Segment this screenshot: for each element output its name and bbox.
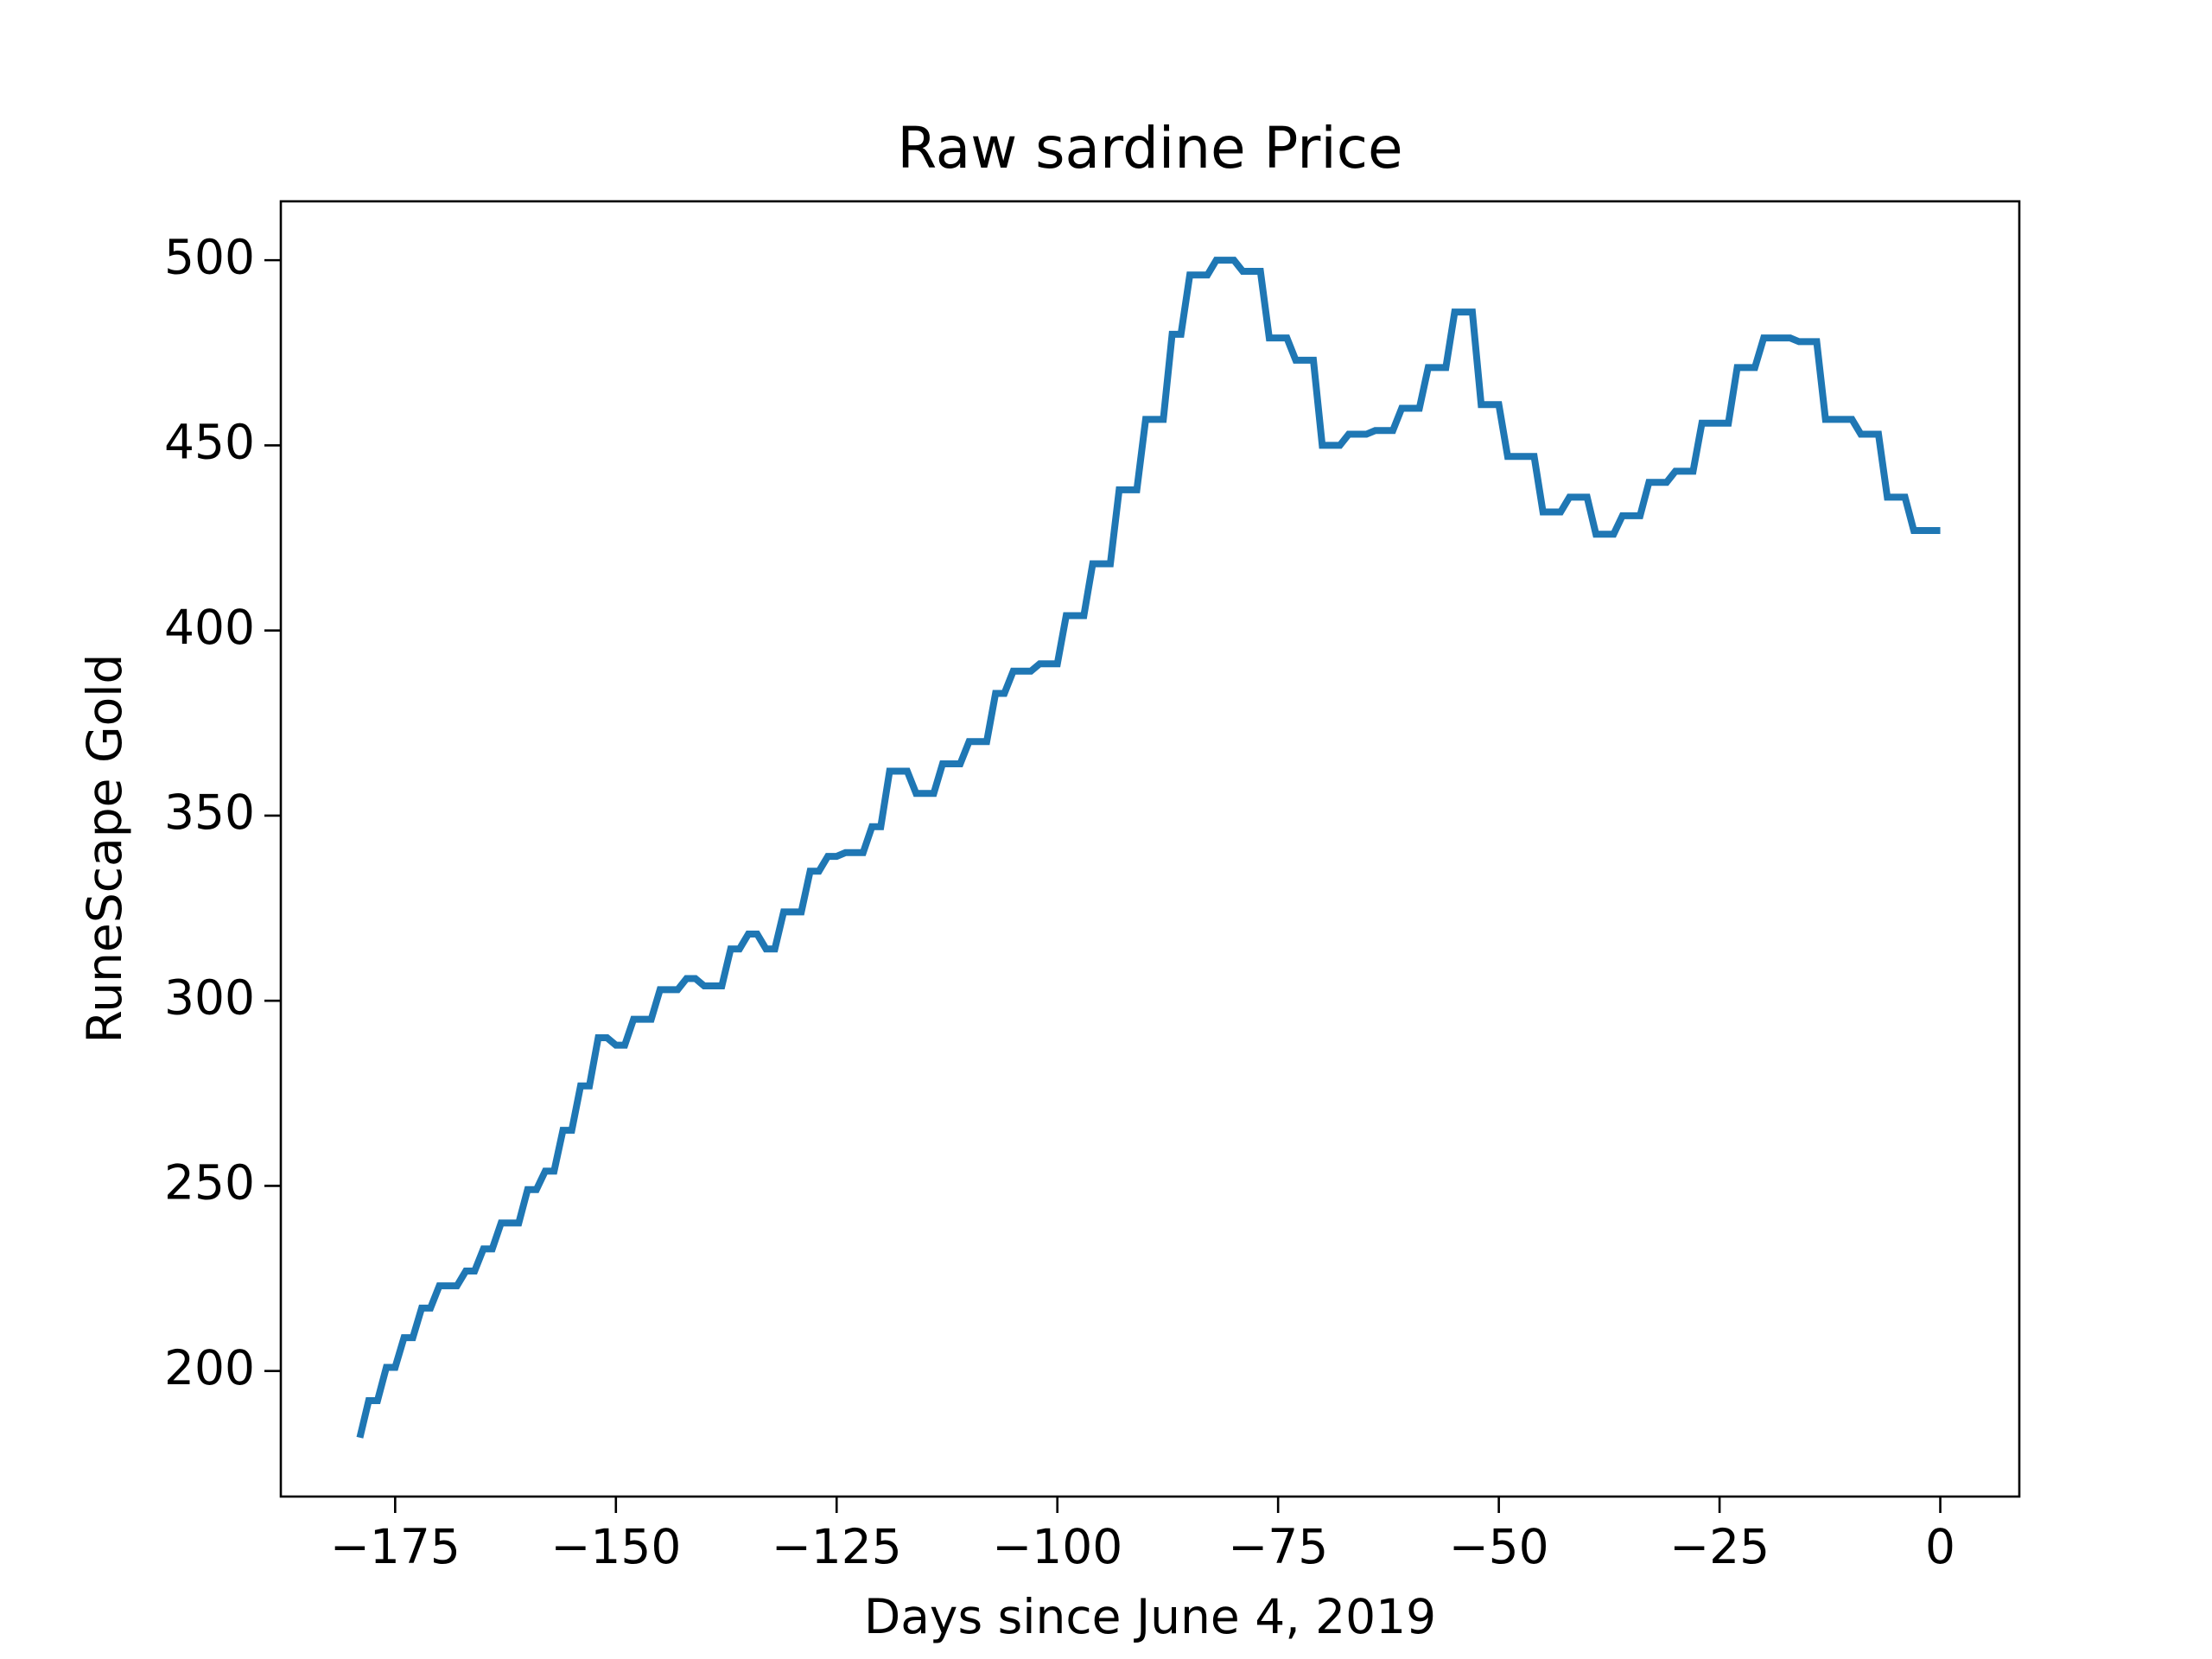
- y-tick-label: 300: [164, 969, 255, 1025]
- x-tick-label: −100: [992, 1519, 1122, 1574]
- plot-frame: [279, 200, 2021, 1498]
- x-tick-label: 0: [1925, 1519, 1955, 1574]
- x-tick-label: −25: [1669, 1519, 1770, 1574]
- x-tick-label: −75: [1228, 1519, 1328, 1574]
- x-tick-label: −175: [330, 1519, 461, 1574]
- x-tick-label: −50: [1449, 1519, 1549, 1574]
- x-tick-label: −125: [772, 1519, 902, 1574]
- y-tick-label: 450: [164, 415, 255, 470]
- x-tick-label: −150: [550, 1519, 681, 1574]
- y-tick-label: 250: [164, 1155, 255, 1211]
- chart-title: Raw sardine Price: [897, 115, 1402, 181]
- y-tick-label: 200: [164, 1340, 255, 1395]
- y-tick-label: 350: [164, 785, 255, 840]
- y-tick-label: 500: [164, 229, 255, 284]
- y-axis-label: RuneScape Gold: [77, 654, 132, 1044]
- line-series: [356, 257, 1941, 1439]
- x-axis-label: Days since June 4, 2019: [864, 1589, 1436, 1644]
- y-tick-label: 400: [164, 600, 255, 655]
